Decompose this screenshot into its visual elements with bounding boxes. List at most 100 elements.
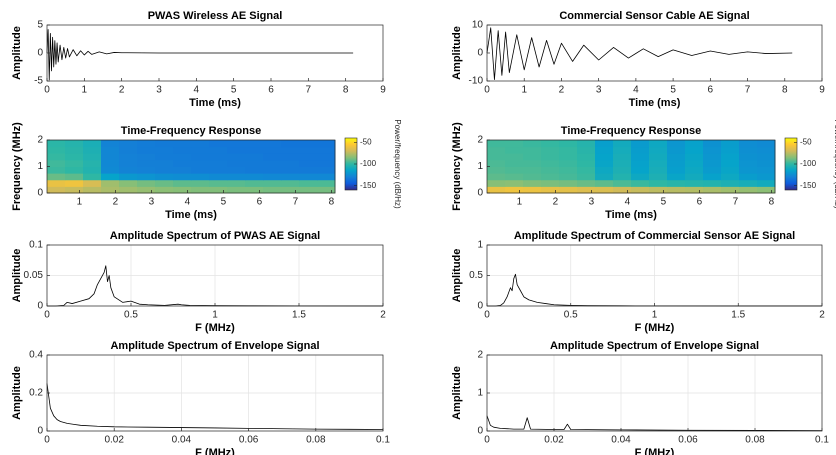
heatmap-cell: [281, 186, 300, 194]
heatmap-cell: [227, 166, 246, 174]
heatmap-cell: [685, 179, 704, 187]
heatmap-cell: [209, 186, 228, 194]
heatmap-cell: [649, 159, 668, 167]
x-tick-label: 5: [231, 85, 237, 96]
heatmap-cell: [83, 173, 102, 181]
x-tick-label: 0.04: [611, 435, 631, 446]
heatmap-cell: [299, 153, 318, 161]
heatmap-cell: [595, 159, 614, 167]
heatmap-cell: [739, 179, 758, 187]
heatmap-cell: [613, 179, 632, 187]
heatmap-cell: [47, 173, 66, 181]
heatmap-cell: [299, 179, 318, 187]
heatmap-cell: [631, 146, 650, 154]
heatmap-cell: [703, 179, 722, 187]
heatmap-cell: [65, 140, 84, 148]
heatmap-cell: [649, 153, 668, 161]
heatmap-cell: [739, 159, 758, 167]
x-tick-label: 7: [306, 85, 312, 96]
heatmap-cell: [667, 146, 686, 154]
heatmap-cell: [631, 153, 650, 161]
y-tick-label: 2: [477, 350, 483, 361]
heatmap-cell: [595, 173, 614, 181]
heatmap-cell: [703, 140, 722, 148]
heatmap-cell: [757, 166, 776, 174]
heatmap-cell: [281, 179, 300, 187]
heatmap-cell: [281, 140, 300, 148]
heatmap-cell: [523, 186, 542, 194]
heatmap-cell: [137, 159, 156, 167]
y-tick-label: 0.05: [24, 270, 44, 281]
y-tick-label: 1: [477, 161, 483, 172]
y-axis-label: Amplitude: [451, 249, 463, 303]
heatmap-cell: [721, 179, 740, 187]
heatmap-cell: [299, 166, 318, 174]
x-tick-label: 2: [553, 197, 559, 208]
heatmap-cell: [191, 146, 210, 154]
heatmap-cell: [263, 140, 282, 148]
x-tick-label: 1: [652, 310, 658, 321]
heatmap-cell: [487, 146, 506, 154]
y-axis-label: Frequency (MHz): [11, 122, 23, 211]
heatmap-cell: [667, 153, 686, 161]
heatmap-cell: [137, 179, 156, 187]
heatmap-cell: [119, 186, 138, 194]
heatmap-cell: [541, 173, 560, 181]
heatmap-cell: [667, 179, 686, 187]
heatmap-cell: [191, 140, 210, 148]
heatmap-cell: [119, 179, 138, 187]
chart-title: Time-Frequency Response: [561, 125, 701, 137]
y-tick-label: 0: [477, 48, 483, 59]
heatmap-cell: [245, 140, 264, 148]
signal-line: [486, 415, 823, 432]
x-axis-label: F (MHz): [635, 322, 675, 334]
x-axis-label: F (MHz): [195, 322, 235, 334]
heatmap-cell: [523, 146, 542, 154]
heatmap-cell: [505, 179, 524, 187]
plot-area: [487, 25, 822, 81]
heatmap-cell: [65, 186, 84, 194]
heatmap-cell: [191, 179, 210, 187]
y-tick-label: 2: [37, 135, 43, 146]
heatmap-cell: [649, 166, 668, 174]
heatmap-cell: [721, 159, 740, 167]
y-axis-label: Amplitude: [451, 366, 463, 420]
x-tick-label: 1: [82, 85, 88, 96]
x-tick-label: 2: [380, 310, 386, 321]
heatmap-cell: [191, 159, 210, 167]
heatmap-cell: [523, 166, 542, 174]
heatmap-cell: [173, 166, 192, 174]
heatmap-cell: [703, 186, 722, 194]
heatmap-cell: [505, 166, 524, 174]
heatmap-cell: [757, 173, 776, 181]
x-tick-label: 6: [697, 197, 703, 208]
heatmap-cell: [281, 146, 300, 154]
heatmap-cell: [227, 159, 246, 167]
heatmap-cell: [299, 173, 318, 181]
heatmap-cell: [631, 173, 650, 181]
heatmap-cell: [685, 153, 704, 161]
heatmap-cell: [209, 179, 228, 187]
x-tick-label: 1.5: [292, 310, 306, 321]
heatmap-cell: [523, 173, 542, 181]
x-tick-label: 6: [268, 85, 274, 96]
heatmap-cell: [155, 140, 174, 148]
x-tick-label: 0.02: [544, 435, 564, 446]
y-tick-label: 1: [37, 161, 43, 172]
heatmap-cell: [155, 173, 174, 181]
x-tick-label: 4: [194, 85, 200, 96]
heatmap-cell: [685, 159, 704, 167]
heatmap-cell: [65, 159, 84, 167]
heatmap-cell: [559, 140, 578, 148]
heatmap-cell: [83, 146, 102, 154]
y-tick-label: 1: [477, 388, 483, 399]
chart-title: Amplitude Spectrum of PWAS AE Signal: [110, 230, 320, 242]
heatmap-cell: [263, 166, 282, 174]
x-tick-label: 0.5: [564, 310, 578, 321]
heatmap-cell: [245, 166, 264, 174]
heatmap-cell: [721, 173, 740, 181]
heatmap-cell: [649, 173, 668, 181]
y-tick-label: 0: [477, 301, 483, 312]
heatmap-cell: [137, 186, 156, 194]
heatmap-cell: [667, 140, 686, 148]
